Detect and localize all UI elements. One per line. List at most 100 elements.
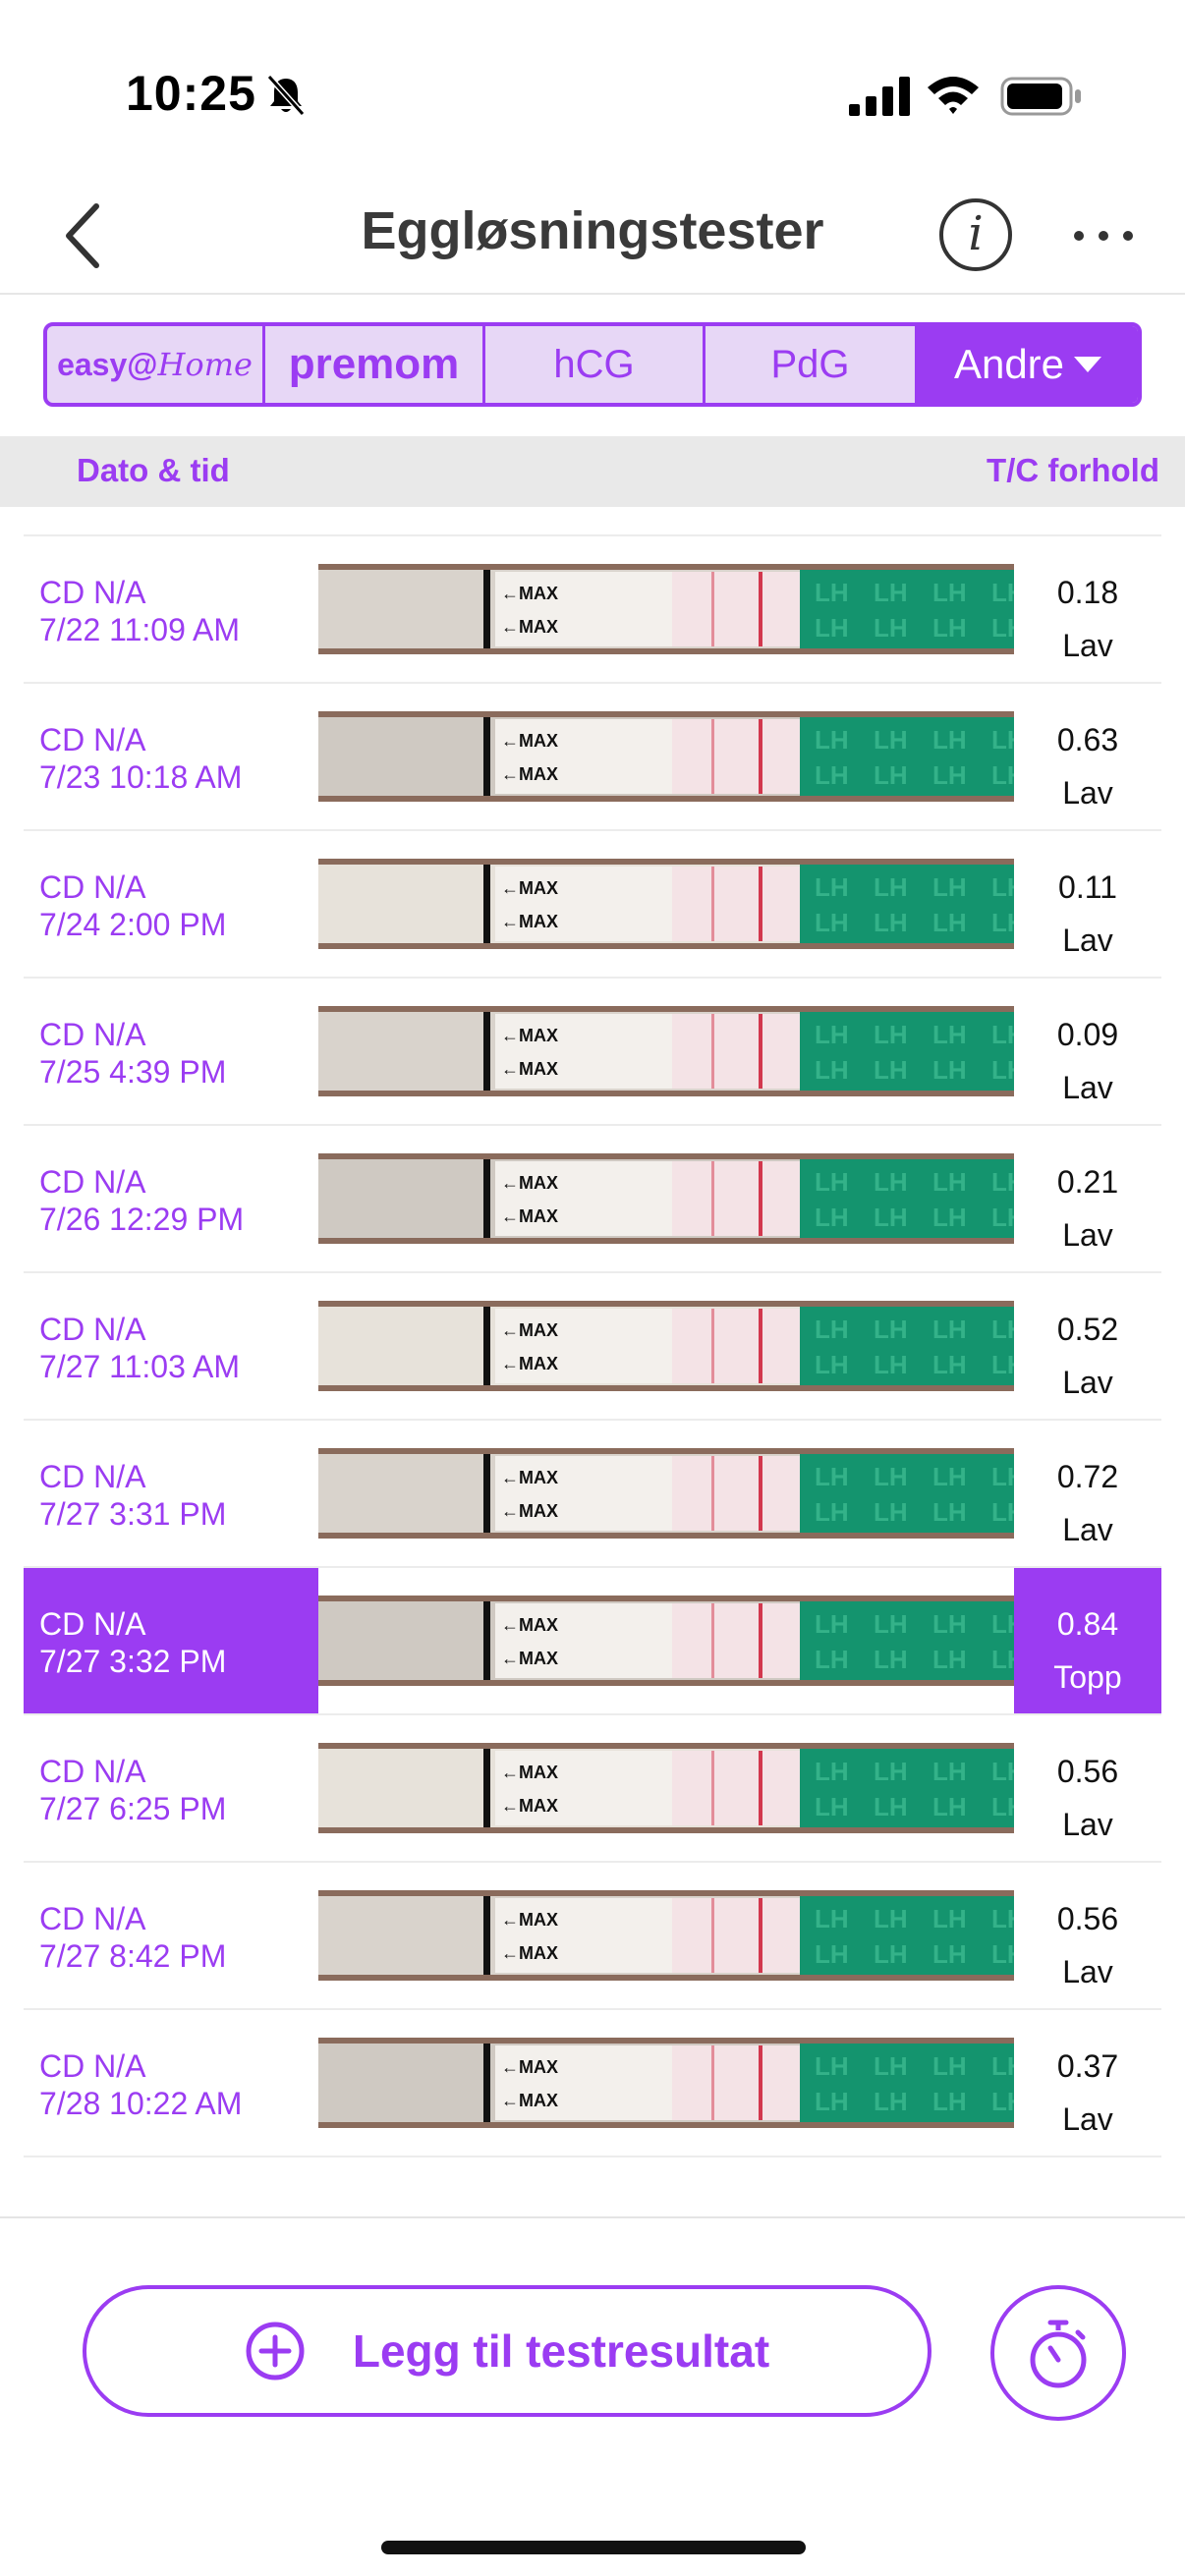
svg-text:LH: LH (932, 908, 967, 937)
svg-text:←MAX: ←MAX (501, 1354, 558, 1373)
svg-text:LH: LH (874, 2051, 908, 2081)
test-strip-image: ←MAX ←MAX LH LH LH LH LH LH LH LH (318, 1006, 1014, 1096)
bell-off-icon (266, 74, 306, 117)
svg-text:LH: LH (874, 1462, 908, 1491)
cycle-day-label: CD N/A (39, 1164, 146, 1200)
plus-circle-icon (246, 2322, 305, 2380)
svg-text:LH: LH (874, 1757, 908, 1786)
test-datetime: 7/23 10:18 AM (39, 759, 243, 795)
battery-icon (1000, 77, 1081, 116)
svg-text:LH: LH (815, 1939, 849, 1969)
svg-text:LH: LH (815, 1462, 849, 1491)
lh-level-label: Lav (1062, 1070, 1113, 1105)
svg-text:←MAX: ←MAX (501, 1763, 558, 1782)
test-row[interactable]: CD N/A 7/28 10:22 AM ←MAX ←MAX LH LH LH LH LH LH L… (24, 2010, 1161, 2157)
divider (0, 2216, 1185, 2218)
test-row-ratio-cell: 0.18 Lav (1014, 536, 1161, 682)
svg-text:LH: LH (815, 1757, 849, 1786)
svg-text:LH: LH (932, 2087, 967, 2116)
tc-ratio-value: 0.52 (1056, 1312, 1119, 1347)
test-datetime: 7/25 4:39 PM (39, 1054, 227, 1090)
svg-text:←MAX: ←MAX (501, 2057, 558, 2077)
tab-easy-suffix: Home (157, 346, 253, 383)
test-row[interactable]: CD N/A 7/23 10:18 AM ←MAX ←MAX LH LH LH LH LH LH L… (24, 684, 1161, 831)
status-bar: 10:25 (0, 0, 1185, 147)
lh-level-label: Lav (1062, 775, 1113, 811)
svg-text:←MAX: ←MAX (501, 1468, 558, 1487)
test-row-date-cell: CD N/A 7/23 10:18 AM (24, 684, 318, 829)
svg-text:LH: LH (991, 2051, 1014, 2081)
test-row[interactable]: CD N/A7/27 3:32 PM ←MAX ←MAX LH LH LH LH LH LH LH… (24, 1568, 1161, 1715)
cycle-day-label: CD N/A (39, 1606, 146, 1642)
info-button[interactable]: i (939, 198, 1012, 271)
svg-text:LH: LH (815, 613, 849, 643)
tab-easy-at-home[interactable]: easy@ Home (47, 326, 265, 403)
svg-text:LH: LH (815, 1350, 849, 1379)
svg-text:LH: LH (874, 908, 908, 937)
back-chevron-icon[interactable] (55, 196, 114, 275)
test-row-date-cell: CD N/A 7/27 3:31 PM (24, 1421, 318, 1566)
test-row-ratio-cell: 0.37 Lav (1014, 2010, 1161, 2156)
test-datetime: 7/28 10:22 AM (39, 2086, 243, 2121)
svg-text:←MAX: ←MAX (501, 584, 558, 603)
test-datetime: 7/27 6:25 PM (39, 1791, 227, 1826)
add-test-result-button[interactable]: Legg til testresultat (83, 2285, 931, 2417)
svg-text:LH: LH (991, 578, 1014, 607)
svg-text:LH: LH (874, 1792, 908, 1821)
svg-text:LH: LH (815, 1020, 849, 1049)
tc-ratio-value: 0.11 (1058, 869, 1117, 905)
svg-text:LH: LH (874, 872, 908, 902)
svg-text:LH: LH (991, 1315, 1014, 1344)
test-row-ratio-cell: 0.11 Lav (1014, 831, 1161, 977)
test-row[interactable]: CD N/A7/27 6:25 PM ←MAX ←MAX LH LH LH LH LH LH LH… (24, 1715, 1161, 1863)
home-indicator (381, 2541, 806, 2554)
svg-text:LH: LH (932, 1350, 967, 1379)
tc-ratio-value: 0.21 (1056, 1164, 1119, 1200)
test-row[interactable]: CD N/A7/27 3:31 PM ←MAX ←MAX LH LH LH LH LH LH LH… (24, 1421, 1161, 1568)
test-row[interactable]: CD N/A 7/26 12:29 PM ←MAX ←MAX LH LH LH LH LH LH L… (24, 1126, 1161, 1273)
svg-text:←MAX: ←MAX (501, 1910, 558, 1930)
svg-text:LH: LH (991, 1792, 1014, 1821)
svg-text:LH: LH (874, 1645, 908, 1674)
tab-pdg[interactable]: PdG (705, 326, 918, 403)
svg-text:LH: LH (874, 760, 908, 790)
lh-level-label: Lav (1062, 1217, 1113, 1253)
svg-text:LH: LH (874, 1497, 908, 1527)
tab-hcg[interactable]: hCG (485, 326, 705, 403)
more-options-icon[interactable] (1069, 216, 1138, 255)
svg-text:LH: LH (815, 1055, 849, 1085)
svg-text:LH: LH (991, 2087, 1014, 2116)
lh-level-label: Lav (1062, 1807, 1113, 1842)
test-row[interactable]: CD N/A7/25 4:39 PM ←MAX ←MAX LH LH LH LH LH LH LH… (24, 979, 1161, 1126)
status-time: 10:25 (126, 66, 256, 121)
lh-level-label: Lav (1062, 1954, 1113, 1989)
svg-text:LH: LH (874, 1167, 908, 1197)
cycle-day-label: CD N/A (39, 2048, 146, 2084)
test-row[interactable]: CD N/A7/24 2:00 PM ←MAX ←MAX LH LH LH LH LH LH LH… (24, 831, 1161, 979)
test-strip-image: ←MAX ←MAX LH LH LH LH LH LH LH LH (318, 1448, 1014, 1539)
test-row-ratio-cell: 0.72 Lav (1014, 1421, 1161, 1566)
test-row[interactable]: CD N/A7/27 8:42 PM ←MAX ←MAX LH LH LH LH LH LH LH… (24, 1863, 1161, 2010)
nav-bar: Eggløsningstester i (0, 167, 1185, 295)
svg-text:LH: LH (874, 1203, 908, 1232)
svg-text:LH: LH (991, 1609, 1014, 1639)
svg-text:LH: LH (932, 1055, 967, 1085)
caret-down-icon (1074, 357, 1102, 372)
svg-text:LH: LH (932, 578, 967, 607)
test-row[interactable]: CD N/A 7/27 11:03 AM ←MAX ←MAX LH LH LH LH LH LH L… (24, 1273, 1161, 1421)
test-row[interactable]: CD N/A 7/22 11:09 AM ←MAX ←MAX LH LH LH LH LH LH L… (24, 536, 1161, 684)
svg-text:LH: LH (815, 2087, 849, 2116)
test-row-date-cell: CD N/A 7/26 12:29 PM (24, 1126, 318, 1271)
tab-premom[interactable]: premom (265, 326, 485, 403)
svg-text:LH: LH (874, 1609, 908, 1639)
svg-text:LH: LH (815, 1645, 849, 1674)
tc-ratio-value: 0.56 (1056, 1754, 1119, 1789)
timer-button[interactable] (990, 2285, 1126, 2421)
svg-text:LH: LH (991, 908, 1014, 937)
test-row-date-cell: CD N/A 7/27 6:25 PM (24, 1715, 318, 1861)
svg-text:LH: LH (991, 1497, 1014, 1527)
svg-text:LH: LH (991, 1020, 1014, 1049)
tc-ratio-value: 0.84 (1056, 1606, 1119, 1642)
tab-andre[interactable]: Andre (918, 326, 1138, 403)
svg-text:LH: LH (932, 1462, 967, 1491)
